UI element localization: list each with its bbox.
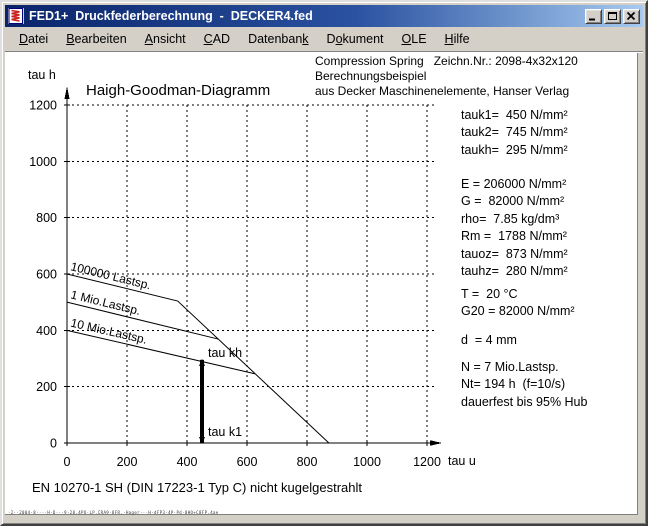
x-tick-label: 200 [117,455,138,469]
parameter-line: Nt= 194 h (f=10/s) [461,377,566,392]
series-line [66,273,330,444]
y-tick-label: 200 [36,380,57,394]
footer-microtext: ·2··2004·8····H·D···9·28.4PO·LP.CRA9·8FR… [8,510,219,515]
drawing-header-note: Compression Spring Zeichn.Nr.: 2098-4x32… [315,54,578,99]
y-tick-label: 400 [36,324,57,338]
parameter-line: G = 82000 N/mm² [461,194,565,209]
parameter-group-wire: d = 4 mm [461,332,517,349]
close-button[interactable] [623,8,640,24]
header-note-line: Compression Spring Zeichn.Nr.: 2098-4x32… [315,54,578,68]
window-controls [585,8,640,24]
menu-item-hilfe[interactable]: Hilfe [444,32,470,46]
parameter-line: tauhz= 280 N/mm² [461,264,568,279]
parameter-line: G20 = 82000 N/mm² [461,304,575,319]
maximize-button[interactable] [604,8,621,24]
y-tick-label: 1200 [29,99,57,113]
app-spring-icon[interactable] [8,8,24,24]
x-tick-label: 0 [64,455,71,469]
parameter-line: tauk2= 745 N/mm² [461,125,568,140]
parameter-line: E = 206000 N/mm² [461,177,567,191]
x-axis-arrow-icon [430,440,442,446]
tick-labels: 0 200 400 600 800 1000 1200 0 200 400 600 800 1000 12… [29,99,441,470]
menu-bar: Datei Bearbeiten Ansicht CAD Datenbank Dokume… [5,27,643,52]
menu-item-datenbank[interactable]: Datenbank [248,32,309,46]
parameter-line: tauoz= 873 N/mm² [461,246,568,261]
bar-top-label: tau kh [208,346,242,360]
parameter-line: tauk1= 450 N/mm² [461,108,568,122]
window-title: FED1+ Druckfederberechnung - DECKER4.fed [29,9,313,23]
series-label: 10 Mio.Lastsp. [69,316,148,347]
y-tick-label: 0 [50,437,57,451]
y-axis-arrow-icon [64,86,70,99]
series-label: 100000 Lastsp. [69,259,152,292]
operating-stroke-bar: tau kh tau k1 [199,346,242,444]
minimize-icon [589,18,595,20]
parameter-line: dauerfest bis 95% Hub [461,394,588,409]
y-tick-label: 800 [36,211,57,225]
y-axis-label: tau h [28,68,56,82]
chart-title: Haigh-Goodman-Diagramm [86,82,270,99]
x-tick-label: 1200 [413,455,441,469]
bar-top-arrow-icon [199,358,205,366]
x-tick-label: 1000 [353,455,381,469]
menu-item-dokument[interactable]: Dokument [326,32,384,46]
axes [64,86,442,446]
gridlines [67,104,435,443]
series-lines [66,273,330,444]
x-axis-label: tau u [448,454,476,468]
y-tick-label: 600 [36,268,57,282]
maximize-icon [608,12,617,20]
parameter-line: rho= 7.85 kg/dm³ [461,211,560,226]
minimize-button[interactable] [585,8,602,24]
menu-item-ansicht[interactable]: Ansicht [144,32,186,46]
parameter-line: d = 4 mm [461,333,517,347]
y-tick-label: 1000 [29,155,57,169]
bar-bottom-label: tau k1 [208,425,242,439]
series-label: 1 Mio.Lastsp. [69,287,142,318]
parameter-line: T = 20 °C [461,287,518,301]
series-line [66,329,255,375]
x-tick-label: 800 [297,455,318,469]
parameter-group-life: N = 7 Mio.Lastsp. Nt= 194 h (f=10/s) dauer… [461,359,587,411]
header-note-line: Berechnungsbeispiel [315,69,427,83]
material-note: EN 10270-1 SH (DIN 17223-1 Typ C) nicht … [32,480,362,495]
series-line [66,301,219,340]
parameter-group-temperature: T = 20 °C G20 = 82000 N/mm² [461,286,575,321]
parameter-group-material: E = 206000 N/mm² G = 82000 N/mm² rho= 7.85… [461,176,568,280]
x-tick-label: 400 [177,455,198,469]
menu-item-datei[interactable]: Datei [19,32,49,46]
menu-item-ole[interactable]: OLE [401,32,427,46]
close-icon [626,11,636,20]
parameter-line: taukh= 295 N/mm² [461,142,568,157]
menu-item-bearbeiten[interactable]: Bearbeiten [66,32,127,46]
parameter-line: N = 7 Mio.Lastsp. [461,360,559,374]
parameter-line: Rm = 1788 N/mm² [461,229,567,244]
header-note-line: aus Decker Maschinenelemente, Hanser Ver… [315,84,570,98]
title-bar[interactable]: FED1+ Druckfederberechnung - DECKER4.fed [5,5,643,27]
menu-item-cad[interactable]: CAD [203,32,231,46]
parameter-group-tau: tauk1= 450 N/mm² tauk2= 745 N/mm² taukh= 2… [461,107,568,159]
bar-bottom-arrow-icon [199,437,205,444]
x-tick-label: 600 [237,455,258,469]
client-area [5,53,638,515]
